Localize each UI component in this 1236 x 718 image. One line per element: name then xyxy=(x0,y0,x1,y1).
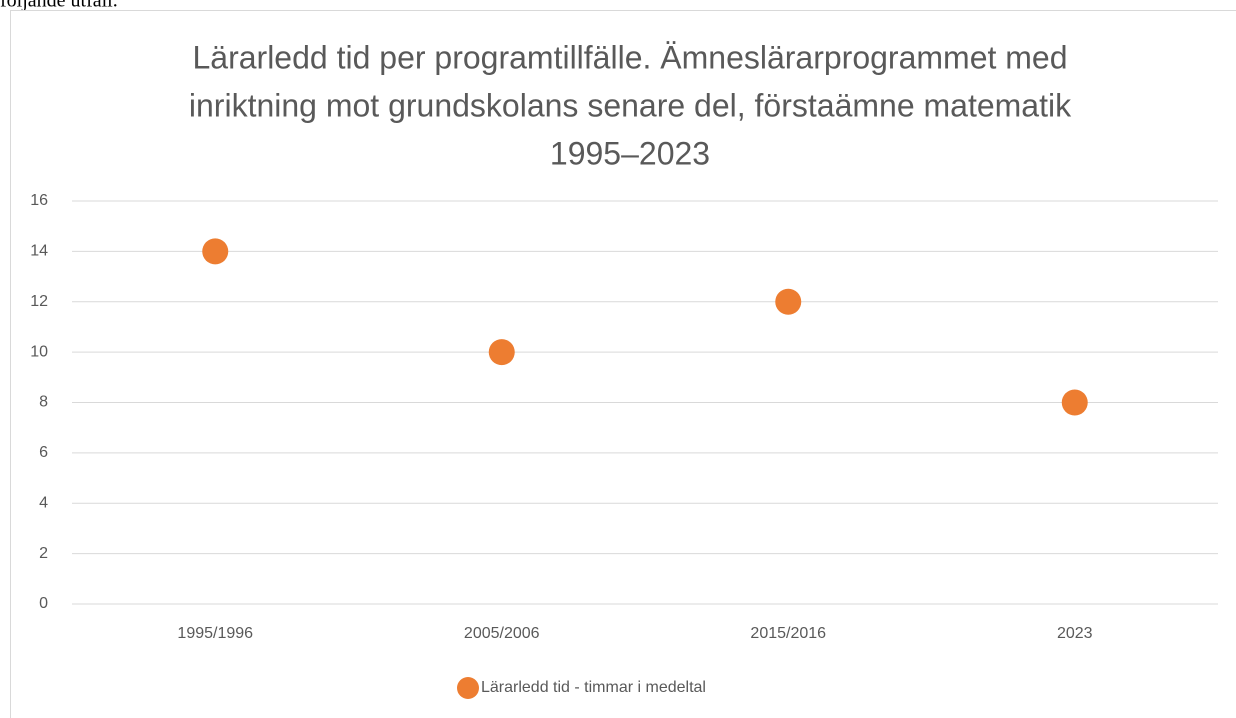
y-tick-label: 12 xyxy=(30,293,48,310)
y-tick-label: 14 xyxy=(30,243,48,260)
y-tick-label: 10 xyxy=(30,343,48,360)
y-tick-label: 2 xyxy=(39,545,48,562)
legend-label: Lärarledd tid - timmar i medeltal xyxy=(481,679,706,696)
x-tick-label: 2015/2016 xyxy=(750,625,826,642)
y-tick-label: 8 xyxy=(39,394,48,411)
y-tick-label: 4 xyxy=(39,494,48,511)
x-tick-label: 2023 xyxy=(1057,625,1093,642)
chart-title: Lärarledd tid per programtillfälle. Ämne… xyxy=(192,39,1067,75)
x-tick-label: 2005/2006 xyxy=(464,625,540,642)
chart-title: inriktning mot grundskolans senare del, … xyxy=(189,87,1072,123)
y-tick-label: 0 xyxy=(39,595,48,612)
y-tick-label: 16 xyxy=(30,192,48,209)
marker xyxy=(775,288,802,315)
y-tick-label: 6 xyxy=(39,444,48,461)
legend-marker xyxy=(457,677,479,699)
chart-frame xyxy=(10,10,1236,718)
marker xyxy=(488,339,515,366)
marker xyxy=(1061,389,1088,416)
marker xyxy=(202,238,229,265)
document-text: följande utfall. xyxy=(0,0,118,12)
chart-title: 1995–2023 xyxy=(550,135,710,171)
x-tick-label: 1995/1996 xyxy=(177,625,253,642)
